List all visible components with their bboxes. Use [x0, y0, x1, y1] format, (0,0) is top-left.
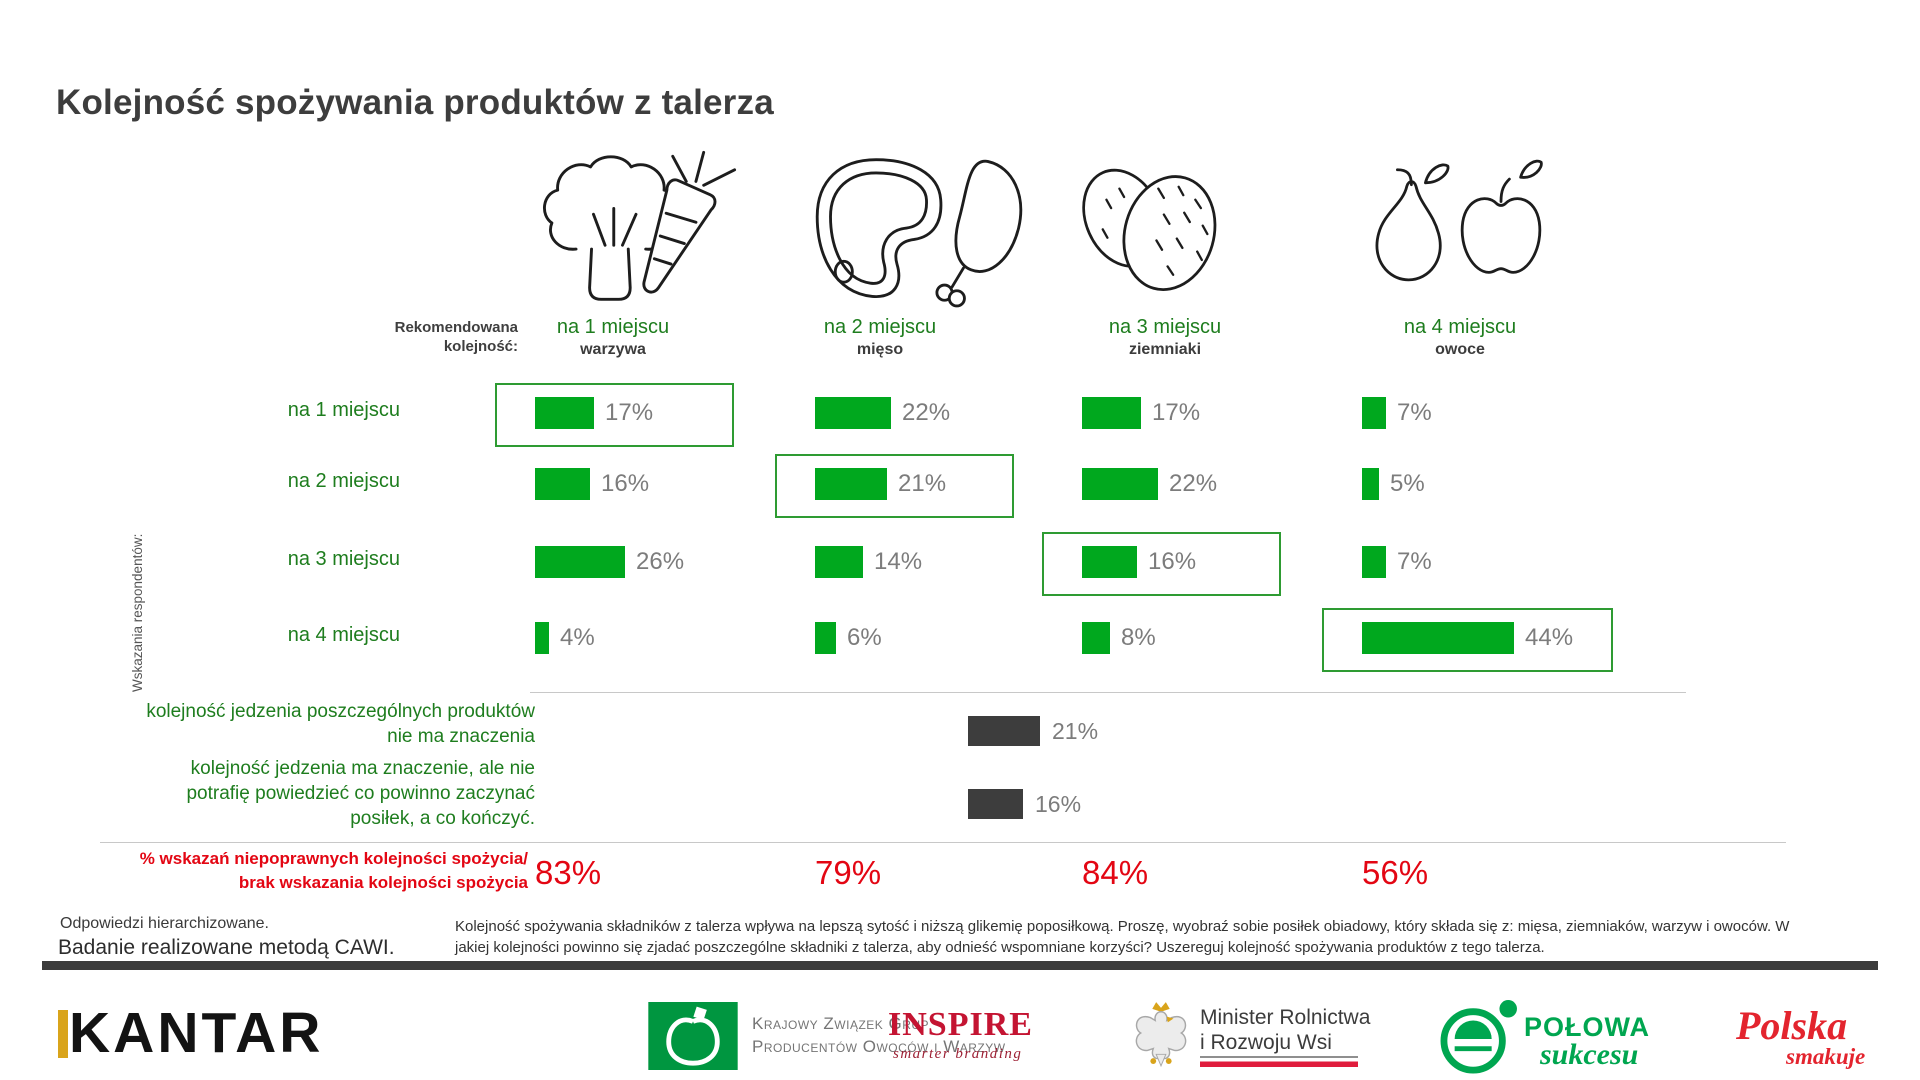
polska-smakuje-script: smakuje	[1786, 1044, 1866, 1069]
bar	[815, 622, 836, 654]
column-place-label: na 4 miejscu	[1403, 316, 1517, 338]
incorrect-order-value: 79%	[815, 854, 882, 891]
column-product-label: mięso	[856, 341, 904, 358]
page-title: Kolejność spożywania produktów z talerza	[56, 83, 774, 123]
footnote-hierarchized: Odpowiedzi hierarchizowane.	[60, 915, 269, 932]
highlight-box	[495, 383, 734, 447]
column-place-label: na 1 miejscu	[556, 316, 670, 338]
poland-flag-underline	[1200, 1056, 1358, 1067]
bar	[1082, 622, 1110, 654]
column-header-owoce: na 4 miejscu owoce	[1348, 316, 1572, 359]
incorrect-order-value: 83%	[535, 854, 602, 891]
bar	[535, 622, 549, 654]
bar	[535, 397, 594, 429]
polska-smakuje-logo: Polska	[1736, 1003, 1848, 1048]
bar-value: 16%	[601, 470, 650, 497]
bar-value: 8%	[1121, 624, 1156, 651]
bar	[1362, 622, 1514, 654]
column-header-mieso: na 2 miejscu mięso	[768, 316, 992, 359]
incorrect-order-value: 56%	[1362, 854, 1429, 891]
column-product-label: warzywa	[580, 341, 646, 358]
bar	[1362, 468, 1379, 500]
meat-icon	[802, 148, 1030, 310]
footnote-method: Badanie realizowane metodą CAWI.	[58, 936, 395, 959]
incorrect-order-label: % wskazań niepoprawnych kolejności spoży…	[122, 847, 528, 895]
recommended-order-label: Rekomendowana kolejność:	[394, 319, 518, 355]
column-product-label: owoce	[1435, 341, 1485, 358]
column-place-label: na 2 miejscu	[823, 316, 937, 338]
bar	[535, 468, 590, 500]
row-label: na 4 miejscu	[287, 624, 400, 646]
polowa-sukcesu-logo-icon	[1440, 1000, 1518, 1079]
polowa-wordmark: POŁOWA	[1524, 1012, 1650, 1042]
other-answer-value: 21%	[1052, 718, 1099, 744]
bar	[815, 397, 891, 429]
column-product-label: ziemniaki	[1128, 341, 1202, 358]
incorrect-order-label-line: % wskazań niepoprawnych kolejności spoży…	[139, 849, 528, 868]
bar	[1082, 397, 1141, 429]
bar	[1082, 546, 1137, 578]
bar-value: 5%	[1390, 470, 1425, 497]
bar	[1362, 546, 1386, 578]
minister-line1: Minister Rolnictwa	[1200, 1006, 1371, 1029]
incorrect-order-value: 84%	[1082, 854, 1149, 891]
row-label: na 3 miejscu	[287, 548, 400, 570]
bar-value: 44%	[1525, 624, 1574, 651]
inspire-tagline: smarter branding	[893, 1046, 1023, 1062]
kantar-gold-mark	[58, 1010, 68, 1058]
potatoes-icon	[1075, 150, 1237, 306]
other-answer-label: kolejność jedzenia ma znaczenie, ale nie…	[186, 758, 535, 829]
other-answer-value: 16%	[1035, 791, 1082, 817]
fruits-icon	[1347, 156, 1557, 302]
bar	[815, 546, 863, 578]
bar-value: 14%	[874, 548, 923, 575]
inspire-logo: INSPIRE	[888, 1006, 1033, 1043]
bar	[1082, 468, 1158, 500]
bar-value: 17%	[605, 399, 654, 426]
other-answer-label: kolejność jedzenia poszczególnych produk…	[146, 701, 535, 747]
bar-value: 21%	[898, 470, 947, 497]
row-label: na 2 miejscu	[287, 470, 400, 492]
polowa-sukcesu-script: sukcesu	[1540, 1038, 1639, 1071]
bar-value: 4%	[560, 624, 595, 651]
other-answer-bar	[968, 716, 1040, 746]
bar-value: 7%	[1397, 399, 1432, 426]
highlight-box	[1042, 532, 1281, 596]
survey-question-text: Kolejność spożywania składników z talerz…	[455, 918, 1790, 956]
kantar-wordmark: KANTAR	[69, 1001, 324, 1065]
bar-value: 6%	[847, 624, 882, 651]
kzgpow-logo-icon	[648, 1002, 738, 1075]
row-label: na 1 miejscu	[287, 399, 400, 421]
bar-value: 7%	[1397, 548, 1432, 575]
incorrect-order-label-line: brak wskazania kolejności spożycia	[238, 873, 528, 892]
y-axis-label: Wskazania respondentów:	[130, 533, 145, 692]
kantar-logo: KANTAR	[58, 1001, 324, 1065]
column-header-warzywa: na 1 miejscu warzywa	[501, 316, 725, 359]
bar-value: 16%	[1148, 548, 1197, 575]
bar	[1362, 397, 1386, 429]
bar-value: 22%	[1169, 470, 1218, 497]
kzgpow-logo-text: Krajowy Związek Grup Producentów Owoców …	[752, 1012, 1006, 1058]
other-answer-bar	[968, 789, 1023, 819]
minister-logo-text: Minister Rolnictwa i Rozwoju Wsi	[1200, 1005, 1370, 1055]
highlight-box	[775, 454, 1014, 518]
footer-rule	[42, 961, 1878, 970]
bar-value: 26%	[636, 548, 685, 575]
bar	[535, 546, 625, 578]
kzgpow-line2: Producentów Owoców i Warzyw	[752, 1037, 1006, 1056]
eagle-emblem-icon	[1132, 1000, 1190, 1073]
separator-line	[530, 692, 1686, 693]
vegetables-icon	[520, 133, 752, 312]
column-place-label: na 3 miejscu	[1108, 316, 1222, 338]
bar	[815, 468, 887, 500]
column-header-ziemniaki: na 3 miejscu ziemniaki	[1053, 316, 1277, 359]
separator-line	[100, 842, 1786, 843]
bar-value: 22%	[902, 399, 951, 426]
minister-line2: i Rozwoju Wsi	[1200, 1031, 1332, 1054]
highlight-box	[1322, 608, 1613, 672]
bar-value: 17%	[1152, 399, 1201, 426]
kzgpow-line1: Krajowy Związek Grup	[752, 1014, 930, 1033]
